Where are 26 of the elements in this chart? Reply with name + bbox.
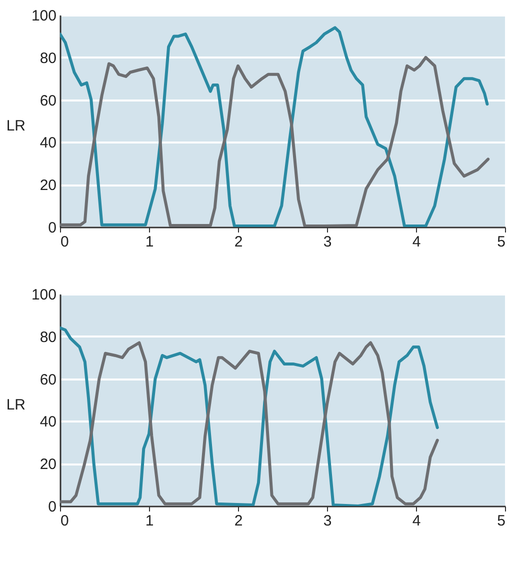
x-tick-label: 1 — [145, 234, 154, 250]
y-tick-label: 20 — [40, 177, 56, 194]
x-tick-label: 4 — [412, 512, 421, 530]
y-tick-label: 100 — [31, 286, 56, 304]
x-tick-label: 1 — [145, 512, 154, 530]
y-tick-label: 60 — [40, 371, 56, 388]
x-tick-label: 0 — [60, 234, 69, 250]
y-axis-title: LR — [6, 396, 26, 414]
x-tick-label: 4 — [412, 234, 421, 250]
x-tick-label: 2 — [234, 234, 243, 250]
x-tick-label: 5 — [497, 234, 506, 250]
x-tick-label: 3 — [323, 512, 332, 530]
x-tick-label: 5 — [497, 512, 506, 530]
y-tick-label: 0 — [48, 220, 56, 236]
y-tick-label: 20 — [40, 456, 56, 474]
y-tick-label: 40 — [40, 134, 56, 152]
y-tick-label: 100 — [31, 8, 56, 24]
y-tick-label: 40 — [40, 414, 56, 431]
y-tick-label: 60 — [40, 92, 56, 110]
y-tick-label: 80 — [40, 50, 56, 67]
x-tick-label: 0 — [60, 512, 69, 530]
y-tick-label: 0 — [48, 498, 56, 516]
y-axis-title: LR — [6, 118, 26, 134]
x-tick-label: 3 — [323, 234, 332, 250]
x-tick-label: 2 — [234, 512, 243, 530]
y-tick-label: 80 — [40, 328, 56, 346]
